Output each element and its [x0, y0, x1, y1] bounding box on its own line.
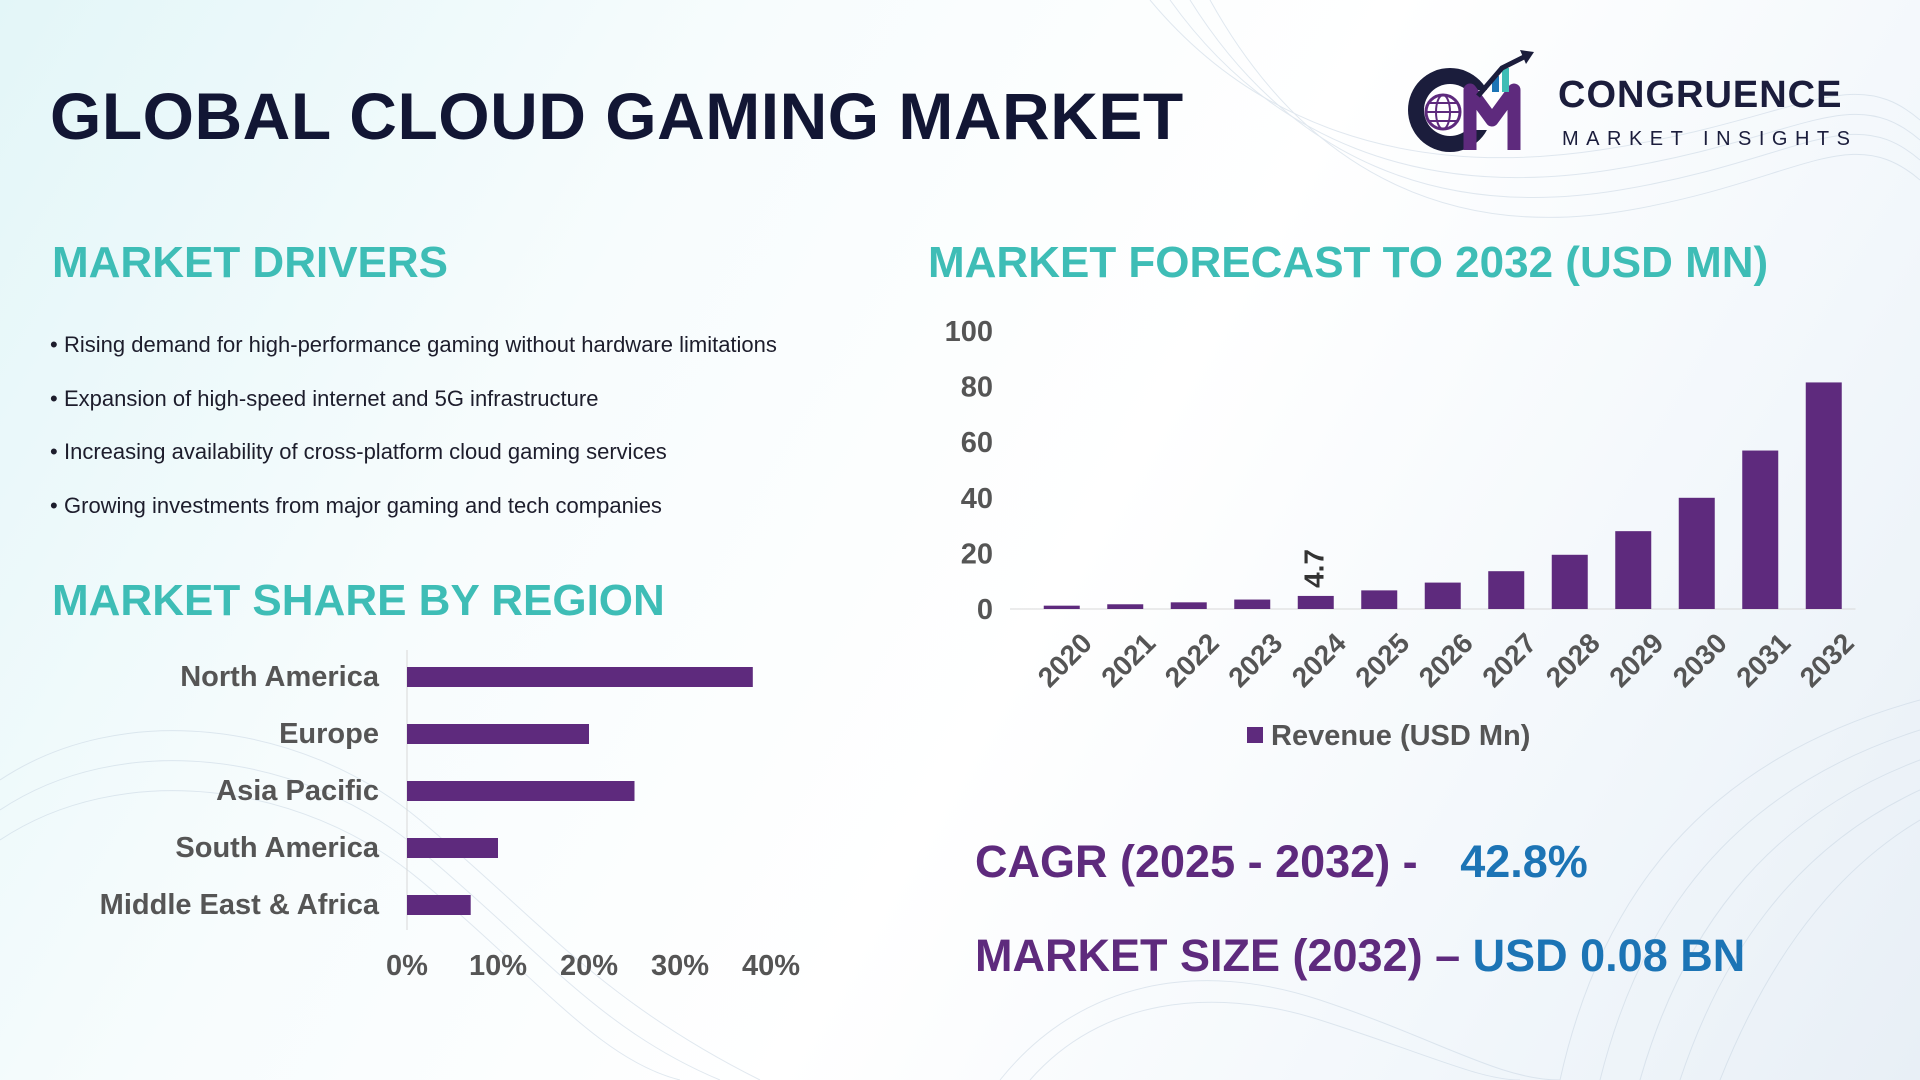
bullet-icon: • — [50, 492, 58, 518]
company-logo: CONGRUENCE MARKET INSIGHTS — [1400, 50, 1880, 160]
forecast-x-tick-label: 2030 — [1667, 627, 1733, 693]
forecast-bar — [1170, 602, 1207, 609]
forecast-y-tick-label: 0 — [977, 594, 993, 626]
logo-company-name: CONGRUENCE — [1558, 74, 1843, 116]
region-x-tick-label: 40% — [742, 950, 800, 982]
forecast-y-tick-label: 20 — [961, 538, 993, 570]
region-share-bar-chart: North America Europe Asia Pacific South Ame… — [100, 650, 800, 982]
forecast-data-label: 4.7 — [1299, 549, 1330, 588]
forecast-bar — [1234, 599, 1271, 609]
region-bar — [407, 724, 589, 744]
legend-swatch — [1247, 727, 1263, 743]
forecast-x-tick-label: 2031 — [1730, 627, 1796, 693]
driver-item: • Rising demand for high-performance gami… — [50, 330, 777, 384]
market-drivers-heading: MARKET DRIVERS — [52, 238, 449, 287]
forecast-x-tick-label: 2025 — [1349, 627, 1415, 693]
forecast-x-tick-label: 2028 — [1540, 627, 1606, 693]
market-forecast-heading: MARKET FORECAST TO 2032 (USD MN) — [928, 238, 1769, 287]
region-category-label: Europe — [279, 718, 379, 750]
forecast-bar — [1107, 604, 1144, 609]
market-drivers-list: • Rising demand for high-performance gami… — [50, 330, 777, 544]
driver-item: • Increasing availability of cross-platfo… — [50, 437, 777, 491]
bullet-icon: • — [50, 385, 58, 411]
driver-text: Growing investments from major gaming an… — [64, 492, 662, 518]
forecast-y-tick-label: 60 — [961, 427, 993, 459]
forecast-x-tick-label: 2027 — [1476, 627, 1542, 693]
logo-company-subtitle: MARKET INSIGHTS — [1562, 128, 1858, 150]
forecast-x-tick-label: 2021 — [1095, 627, 1161, 693]
legend-label: Revenue (USD Mn) — [1271, 720, 1530, 752]
forecast-bar — [1361, 590, 1398, 609]
region-bar — [407, 838, 498, 858]
market-share-region-heading: MARKET SHARE BY REGION — [52, 576, 665, 625]
driver-item: • Growing investments from major gaming a… — [50, 491, 777, 545]
cagr-value: 42.8% — [1460, 836, 1588, 887]
forecast-bar — [1805, 382, 1842, 609]
forecast-bar — [1043, 605, 1080, 609]
region-x-tick-label: 10% — [469, 950, 527, 982]
region-x-tick-label: 0% — [386, 950, 428, 982]
bullet-icon: • — [50, 332, 58, 357]
forecast-bar — [1551, 554, 1588, 609]
revenue-forecast-bar-chart: 020406080100202020212022202320244.720252… — [945, 316, 1860, 752]
forecast-x-tick-label: 2026 — [1413, 627, 1479, 693]
forecast-x-tick-label: 2032 — [1794, 627, 1860, 693]
driver-text: Increasing availability of cross-platfor… — [64, 439, 667, 464]
region-category-label: North America — [180, 661, 380, 693]
region-category-label: Middle East & Africa — [100, 889, 380, 921]
bullet-icon: • — [50, 439, 58, 464]
region-x-tick-label: 30% — [651, 950, 709, 982]
driver-item: • Expansion of high-speed internet and 5G… — [50, 384, 777, 438]
cm-globe-logo-icon — [1408, 50, 1534, 152]
forecast-bar — [1678, 497, 1715, 609]
forecast-x-tick-label: 2023 — [1222, 627, 1288, 693]
forecast-x-tick-label: 2020 — [1032, 627, 1098, 693]
forecast-bar — [1615, 531, 1652, 609]
forecast-bar — [1488, 571, 1525, 609]
driver-text: Expansion of high-speed internet and 5G … — [64, 385, 599, 411]
forecast-x-tick-label: 2024 — [1286, 627, 1352, 693]
region-bar — [407, 781, 635, 801]
forecast-y-tick-label: 80 — [961, 372, 993, 404]
region-category-label: South America — [175, 832, 379, 864]
market-size-stat: MARKET SIZE (2032) – USD 0.08 BN — [975, 930, 1745, 982]
region-bar — [407, 895, 471, 915]
market-size-label: MARKET SIZE (2032) – — [975, 930, 1461, 981]
region-category-label: Asia Pacific — [216, 775, 379, 807]
forecast-x-tick-label: 2029 — [1603, 627, 1669, 693]
region-x-tick-label: 20% — [560, 950, 618, 982]
driver-text: Rising demand for high-performance gamin… — [64, 332, 777, 357]
forecast-y-tick-label: 40 — [961, 483, 993, 515]
market-size-value: USD 0.08 BN — [1472, 930, 1746, 981]
forecast-bar — [1297, 595, 1334, 609]
page-title: GLOBAL CLOUD GAMING MARKET — [50, 79, 1184, 153]
forecast-x-tick-label: 2022 — [1159, 627, 1225, 693]
forecast-y-tick-label: 100 — [945, 316, 993, 348]
cagr-stat: CAGR (2025 - 2032) - 42.8% — [975, 836, 1588, 888]
cagr-label: CAGR (2025 - 2032) - — [975, 836, 1418, 887]
region-bar — [407, 667, 753, 687]
forecast-bar — [1424, 582, 1461, 609]
forecast-bar — [1742, 450, 1779, 609]
